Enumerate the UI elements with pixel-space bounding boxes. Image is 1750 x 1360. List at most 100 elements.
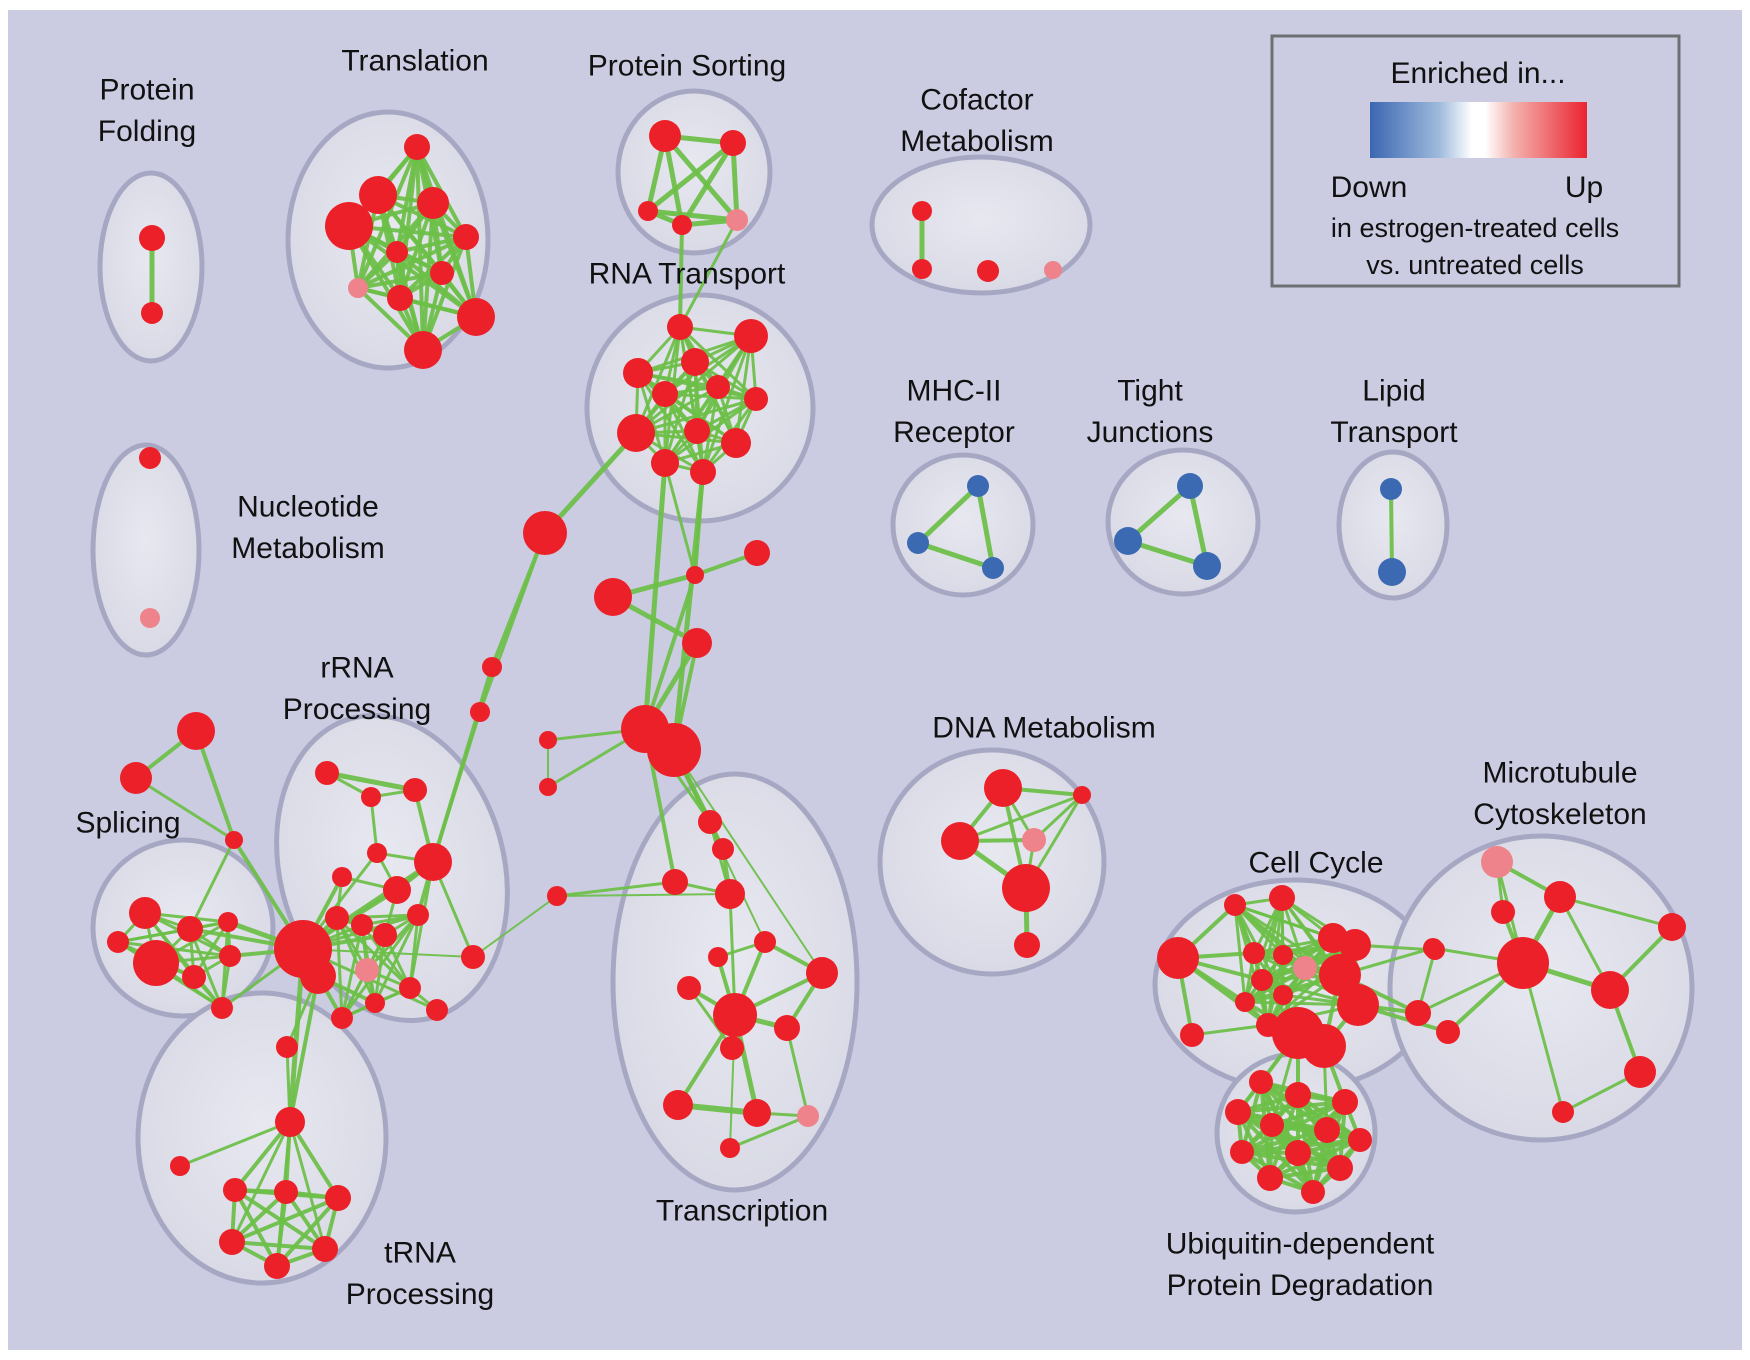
node-r3 <box>403 778 427 802</box>
node-tr8 <box>677 976 701 1000</box>
node-s1 <box>177 712 215 750</box>
node-rn2 <box>734 319 768 353</box>
node-t9 <box>387 285 413 311</box>
edge-r1-r3 <box>324 770 418 793</box>
cluster-label-ubiquitin-degradation-line2: Protein Degradation <box>1167 1269 1434 1302</box>
edge-m1-m2 <box>915 483 981 546</box>
cluster-label-translation: Translation <box>341 45 488 78</box>
node-ps1 <box>649 120 681 152</box>
node-lt1 <box>1380 478 1402 500</box>
node-u10 <box>1327 1155 1353 1181</box>
node-s3 <box>225 831 243 849</box>
node-tr14 <box>797 1105 819 1127</box>
edge-u6-u8 <box>1240 1128 1329 1154</box>
node-d6 <box>1014 932 1040 958</box>
node-m2 <box>907 532 929 554</box>
node-t8 <box>348 278 368 298</box>
edge-ps2-ps4 <box>679 140 736 228</box>
node-mt8 <box>1624 1056 1656 1088</box>
cluster-label-nucleotide-metabolism-line1: Nucleotide <box>237 491 379 524</box>
node-t7 <box>430 261 454 285</box>
node-u5 <box>1260 1113 1284 1137</box>
edge-rn1-rn8 <box>634 325 682 435</box>
node-mt4 <box>1497 937 1549 989</box>
node-n2 <box>140 608 160 628</box>
cluster-label-tight-junctions-line1: Tight <box>1117 375 1183 408</box>
cluster-label-trna-processing-line1: tRNA <box>384 1237 456 1270</box>
cluster-label-rrna-processing-line1: rRNA <box>320 652 393 685</box>
node-mt2 <box>1544 881 1576 913</box>
edge-mt2-mt7 <box>1558 895 1674 929</box>
node-r10 <box>351 914 373 936</box>
edge-r12-r19 <box>340 913 420 1020</box>
node-mt10 <box>1436 1020 1460 1044</box>
node-u6 <box>1314 1117 1340 1143</box>
legend-up-label: Up <box>1565 171 1603 204</box>
node-r21 <box>461 945 485 969</box>
node-ps2 <box>720 130 746 156</box>
node-u3 <box>1332 1089 1358 1115</box>
edge-tr8-tr11 <box>687 986 734 1050</box>
edge-ps5-rn1 <box>678 218 739 329</box>
edge-t7-t8 <box>356 271 444 290</box>
edge-y2-r5 <box>431 710 482 864</box>
node-tr9 <box>713 993 757 1037</box>
node-tr11 <box>720 1036 744 1060</box>
node-y2 <box>470 702 490 722</box>
legend-subtitle-line1: in estrogen-treated cells <box>1331 213 1619 243</box>
edge-c9-c10 <box>1243 936 1335 1004</box>
cluster-label-tight-junctions-line2: Junctions <box>1087 416 1214 449</box>
node-u12 <box>1301 1180 1325 1204</box>
node-c3 <box>1269 885 1295 911</box>
cluster-label-ubiquitin-degradation-line1: Ubiquitin-dependent <box>1166 1228 1435 1261</box>
node-sp7 <box>211 997 233 1019</box>
node-c13 <box>1337 984 1379 1026</box>
node-u11 <box>1257 1165 1283 1191</box>
node-x3 <box>686 566 704 584</box>
edge-r12-r17 <box>373 913 420 1005</box>
node-tr1 <box>698 810 722 834</box>
cluster-label-trna-processing-line2: Processing <box>346 1278 494 1311</box>
node-r6 <box>332 867 352 887</box>
node-rn7 <box>744 387 768 411</box>
cluster-label-cofactor-metabolism-line1: Cofactor <box>920 84 1033 117</box>
network-nodes-layer <box>107 120 1686 1279</box>
node-ps4 <box>672 215 692 235</box>
node-tr6 <box>708 947 728 967</box>
edge-w3n-tr4 <box>556 893 731 897</box>
edge-rn11-b5a <box>642 460 668 732</box>
node-d5 <box>1002 864 1050 912</box>
node-mt3 <box>1491 900 1515 924</box>
node-tr3 <box>662 869 688 895</box>
edge-s3-sp2 <box>188 838 236 931</box>
cluster-label-cell-cycle: Cell Cycle <box>1248 847 1383 880</box>
node-c18 <box>1405 1000 1431 1026</box>
node-w1 <box>539 731 557 749</box>
node-tr7 <box>806 957 838 989</box>
edge-ti-th <box>178 1120 292 1168</box>
node-d2 <box>941 822 979 860</box>
node-s2 <box>120 762 152 794</box>
cluster-label-nucleotide-metabolism-line2: Metabolism <box>231 532 384 565</box>
edge-w3n-tr3 <box>555 880 677 898</box>
edge-x1-y2 <box>478 531 547 714</box>
node-tn6 <box>264 1253 290 1279</box>
node-sp1 <box>129 897 161 929</box>
edge-t3-t10 <box>431 201 478 319</box>
edge-tr15-tr14 <box>728 1114 810 1150</box>
edge-tn3-tn6 <box>275 1196 340 1268</box>
node-tj3 <box>1193 552 1221 580</box>
node-rn5 <box>706 375 730 399</box>
cluster-label-lipid-transport-line1: Lipid <box>1362 375 1425 408</box>
node-u7 <box>1348 1128 1372 1152</box>
node-c7 <box>1251 969 1273 991</box>
node-rn12 <box>690 459 716 485</box>
node-r17 <box>365 993 385 1013</box>
node-x4 <box>744 540 770 566</box>
node-mt9 <box>1552 1101 1574 1123</box>
node-tr13 <box>743 1099 771 1127</box>
node-rn11 <box>651 449 679 477</box>
cluster-labels-layer: Protein Folding Translation Protein Sorting… <box>75 45 1646 1311</box>
node-c5 <box>1273 945 1293 965</box>
cluster-label-splicing: Splicing <box>75 807 180 840</box>
